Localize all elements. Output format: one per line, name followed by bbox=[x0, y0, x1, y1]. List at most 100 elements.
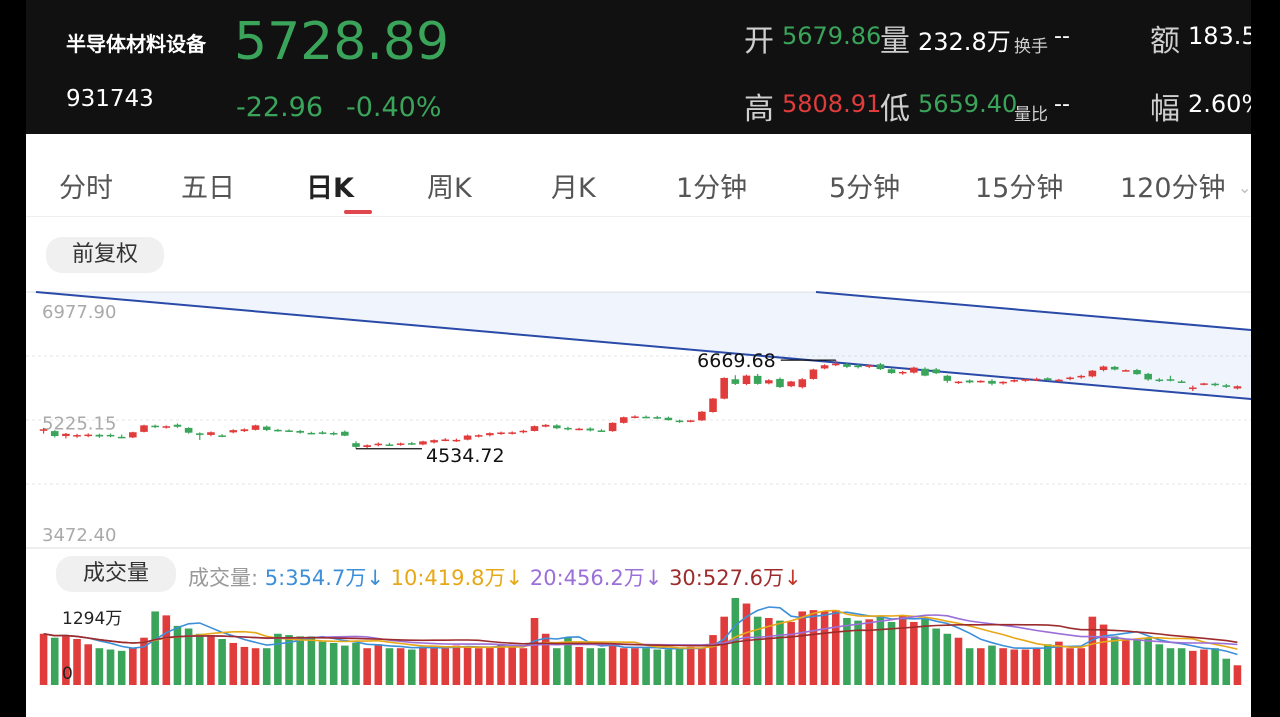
candle-body bbox=[318, 432, 327, 434]
volume-label: 量 bbox=[880, 24, 910, 59]
volume-bar bbox=[575, 646, 583, 685]
candle-body bbox=[977, 380, 985, 383]
volume-bar bbox=[129, 648, 137, 685]
volume-bar bbox=[374, 644, 383, 685]
candle-body bbox=[675, 420, 684, 423]
candle-body bbox=[195, 433, 204, 435]
volume-bar bbox=[106, 649, 115, 685]
candle-body bbox=[73, 435, 81, 437]
tab-intraday[interactable]: 分时 bbox=[59, 173, 113, 204]
y-tick-label: 6977.90 bbox=[42, 302, 116, 323]
active-tab-indicator bbox=[344, 210, 372, 214]
volume-bar bbox=[229, 642, 238, 685]
candle-body bbox=[39, 429, 48, 431]
volume-bar bbox=[1088, 616, 1097, 685]
tab-15min[interactable]: 15分钟 bbox=[975, 173, 1064, 204]
volume-bar bbox=[251, 648, 260, 685]
tab-monthly-k[interactable]: 月K bbox=[551, 173, 596, 204]
volume-bar bbox=[1144, 637, 1152, 685]
volume-bar bbox=[854, 620, 862, 685]
candle-body bbox=[1211, 383, 1219, 386]
volume-bar bbox=[831, 610, 840, 685]
volume-bar bbox=[84, 644, 93, 685]
adjust-mode-button[interactable]: 前复权 bbox=[46, 237, 164, 273]
candle-body bbox=[396, 443, 405, 445]
volume-bar bbox=[765, 617, 773, 685]
candle-body bbox=[553, 425, 561, 429]
channel-lower-line bbox=[35, 291, 1251, 400]
tab-1min[interactable]: 1分钟 bbox=[676, 173, 748, 204]
tab-weekly-k[interactable]: 周K bbox=[427, 173, 472, 204]
volume-bar bbox=[932, 628, 940, 685]
volume-bar bbox=[686, 646, 695, 685]
ma30-value: 30:527.6万 bbox=[669, 566, 784, 590]
candle-body bbox=[653, 417, 662, 419]
candle-body bbox=[106, 434, 115, 437]
candle-body bbox=[274, 429, 282, 432]
candle-body bbox=[586, 428, 595, 431]
candle-body bbox=[876, 364, 885, 370]
tab-5min[interactable]: 5分钟 bbox=[829, 173, 901, 204]
volume-bar bbox=[530, 617, 539, 685]
candle-body bbox=[932, 369, 940, 374]
right-bezel bbox=[1251, 0, 1280, 717]
volume-bar bbox=[39, 633, 48, 685]
volume-bar bbox=[62, 635, 70, 685]
volume-bar bbox=[1222, 658, 1231, 685]
price-change-pct: -0.40% bbox=[346, 92, 442, 123]
volume-bar bbox=[318, 641, 327, 685]
tab-120min[interactable]: 120分钟 bbox=[1120, 173, 1226, 204]
volume-bar bbox=[218, 639, 226, 685]
tab-five-day[interactable]: 五日 bbox=[181, 173, 235, 204]
high-label: 高 bbox=[744, 92, 774, 127]
candle-body bbox=[664, 417, 673, 421]
volume-bar bbox=[1066, 648, 1074, 685]
volume-bar bbox=[709, 635, 717, 685]
volume-bar bbox=[329, 642, 338, 685]
volume-bar bbox=[486, 646, 494, 685]
volume-bar bbox=[407, 649, 416, 685]
low-value: 5659.40 bbox=[918, 90, 1018, 118]
volume-bar bbox=[519, 648, 528, 685]
candle-body bbox=[943, 375, 952, 381]
candlestick-chart[interactable]: 6977.90 5225.15 3472.40 6669.68 4534.72 129… bbox=[26, 286, 1251, 706]
volume-bar bbox=[140, 637, 148, 685]
candle-body bbox=[1122, 370, 1130, 372]
volume-value: 232.8万 bbox=[918, 28, 1011, 56]
volume-bar bbox=[1055, 641, 1063, 685]
volume-legend: 成交量: 5:354.7万↓ 10:419.8万↓ 20:456.2万↓ 30:… bbox=[188, 562, 802, 592]
candle-body bbox=[184, 427, 193, 433]
volume-bar bbox=[1077, 648, 1086, 685]
volume-bar bbox=[664, 649, 673, 685]
volume-ma30-line bbox=[43, 623, 1238, 647]
candle-body bbox=[597, 430, 606, 432]
candle-body bbox=[999, 381, 1007, 384]
tab-daily-k[interactable]: 日K bbox=[306, 173, 354, 204]
candle-body bbox=[374, 443, 383, 446]
candle-body bbox=[1032, 378, 1041, 381]
volume-bar bbox=[307, 636, 316, 685]
volume-indicator-button[interactable]: 成交量 bbox=[56, 556, 176, 592]
volume-bar bbox=[419, 646, 427, 685]
ma20-arrow: ↓ bbox=[644, 566, 663, 590]
candle-body bbox=[329, 433, 338, 435]
volume-bar bbox=[1211, 648, 1219, 685]
candle-body bbox=[530, 426, 539, 431]
volume-bar bbox=[1032, 648, 1041, 685]
volume-bar bbox=[262, 648, 271, 685]
volume-bar bbox=[474, 648, 483, 685]
volume-bar bbox=[285, 635, 293, 685]
chevron-down-icon[interactable]: ⌄ bbox=[1238, 178, 1252, 197]
volume-max-label: 1294万 bbox=[62, 609, 122, 629]
volume-bar bbox=[274, 633, 282, 685]
candle-body bbox=[430, 440, 438, 443]
candle-body bbox=[207, 432, 215, 435]
vol-ratio-label: 量比 bbox=[1014, 105, 1048, 125]
candle-body bbox=[787, 381, 795, 387]
volume-bar bbox=[1133, 640, 1141, 685]
candle-body bbox=[720, 377, 728, 399]
instrument-name: 半导体材料设备 bbox=[66, 32, 206, 56]
candle-body bbox=[965, 380, 974, 383]
candle-body bbox=[843, 364, 851, 367]
candle-body bbox=[954, 381, 963, 384]
